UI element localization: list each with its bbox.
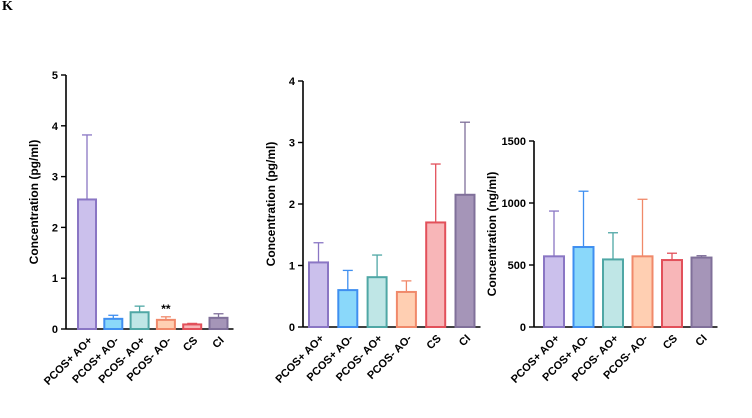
bar xyxy=(208,316,229,331)
bar xyxy=(543,255,565,329)
category-label: CI xyxy=(693,333,709,349)
category-label: CS xyxy=(425,333,444,352)
y-tick-label: 2 xyxy=(289,199,295,211)
category-label: CI xyxy=(210,335,226,351)
category-label: CS xyxy=(181,335,200,354)
y-tick-label: 3 xyxy=(52,172,58,184)
y-tick-label: 0 xyxy=(520,322,526,334)
significance-marker: ** xyxy=(161,302,171,316)
y-tick-label: 2 xyxy=(52,222,58,234)
y-tick-label: 3 xyxy=(289,138,295,150)
bar xyxy=(366,276,388,328)
y-tick-label: 1 xyxy=(52,273,58,285)
y-tick-label: 1500 xyxy=(502,136,526,148)
y-tick-label: 4 xyxy=(289,76,296,88)
bar xyxy=(395,290,417,329)
panel-label: K xyxy=(2,0,13,14)
y-tick-label: 0 xyxy=(52,324,58,336)
bar xyxy=(572,246,595,329)
bar xyxy=(103,317,124,330)
bar xyxy=(337,289,359,329)
bar xyxy=(129,311,150,330)
y-tick-label: 1000 xyxy=(502,198,526,210)
category-label: CS xyxy=(661,333,680,352)
category-label: CI xyxy=(457,333,473,349)
y-axis-title: Concentration (pg/ml) xyxy=(264,142,278,267)
y-axis-title: Concentration (pg/ml) xyxy=(27,140,41,265)
y-tick-label: 0 xyxy=(289,322,295,334)
bar xyxy=(155,318,176,330)
bar xyxy=(77,198,97,330)
bar xyxy=(425,221,447,328)
bar xyxy=(308,261,329,328)
bar xyxy=(631,255,654,329)
y-tick-label: 4 xyxy=(52,121,59,133)
bar xyxy=(182,323,203,331)
y-tick-label: 1 xyxy=(289,261,295,273)
bar xyxy=(690,256,713,328)
y-tick-label: 500 xyxy=(508,260,526,272)
bar xyxy=(454,193,476,328)
y-axis-title: Concentration (ng/ml) xyxy=(485,172,499,297)
bar xyxy=(602,258,624,329)
y-tick-label: 5 xyxy=(52,70,58,82)
bar xyxy=(661,259,683,329)
